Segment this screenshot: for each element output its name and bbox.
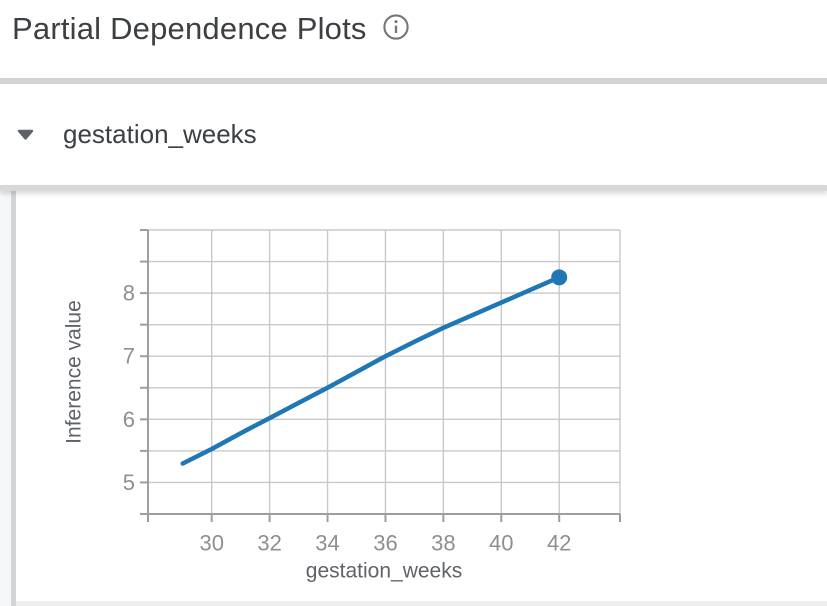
info-icon (382, 13, 410, 44)
y-tick-label: 8 (123, 281, 135, 306)
next-section-edge (16, 601, 827, 606)
x-tick-label: 42 (547, 531, 571, 556)
x-tick-label: 32 (257, 531, 281, 556)
x-axis-title: gestation_weeks (306, 560, 462, 583)
pd-endpoint-dot (551, 269, 568, 286)
arrow-drop-down-icon[interactable] (17, 129, 34, 140)
info-button[interactable] (382, 13, 410, 44)
y-tick-label: 7 (123, 344, 135, 369)
pd-chart-container: 30 32 34 36 38 40 42 5 6 7 8 gestation_weeks Inferen… (0, 191, 827, 606)
x-tick-label: 36 (373, 531, 397, 556)
x-tick-label: 34 (315, 531, 339, 556)
x-tick-label: 38 (431, 531, 455, 556)
left-gutter (0, 191, 11, 606)
feature-name-label: gestation_weeks (63, 119, 257, 149)
vertical-scrollbar[interactable] (11, 191, 16, 606)
header-divider (0, 78, 827, 84)
y-tick-label: 6 (123, 407, 135, 432)
panel-header: Partial Dependence Plots (0, 0, 827, 57)
page-title: Partial Dependence Plots (12, 10, 367, 46)
y-axis-title: Inference value (63, 300, 86, 444)
x-tick-label: 40 (489, 531, 513, 556)
x-tick-label: 30 (199, 531, 223, 556)
pd-chart: 30 32 34 36 38 40 42 5 6 7 8 gestation_weeks Inferen… (63, 229, 621, 583)
pd-line (180, 275, 562, 466)
y-tick-label: 5 (123, 470, 135, 495)
section-divider (0, 185, 827, 191)
feature-section-header[interactable]: gestation_weeks (0, 84, 827, 185)
